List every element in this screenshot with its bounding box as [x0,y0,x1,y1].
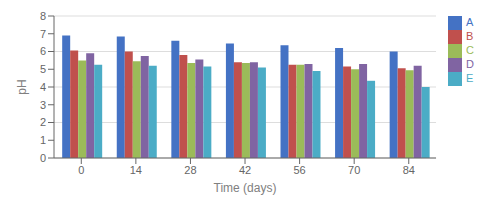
svg-text:42: 42 [239,164,251,176]
svg-text:14: 14 [130,164,142,176]
svg-text:4: 4 [40,81,46,93]
svg-text:0: 0 [78,164,84,176]
svg-text:pH: pH [15,79,29,94]
html-text:B: B [466,30,474,43]
svg-text:56: 56 [293,164,305,176]
svg-text:6: 6 [40,45,46,57]
svg-text:28: 28 [184,164,196,176]
svg-text:84: 84 [403,164,415,176]
html-text:D: D [466,58,474,71]
svg-text:1: 1 [40,134,46,146]
svg-text:Time (days): Time (days) [214,181,277,195]
svg-text:5: 5 [40,63,46,75]
svg-text:70: 70 [348,164,360,176]
svg-text:7: 7 [40,28,46,40]
html-text:A: A [466,16,474,28]
html-text:C: C [466,44,474,57]
svg-text:8: 8 [40,10,46,22]
svg-text:3: 3 [40,99,46,111]
svg-text:0: 0 [40,152,46,164]
svg-text:2: 2 [40,116,46,128]
html-text:E: E [466,72,474,85]
